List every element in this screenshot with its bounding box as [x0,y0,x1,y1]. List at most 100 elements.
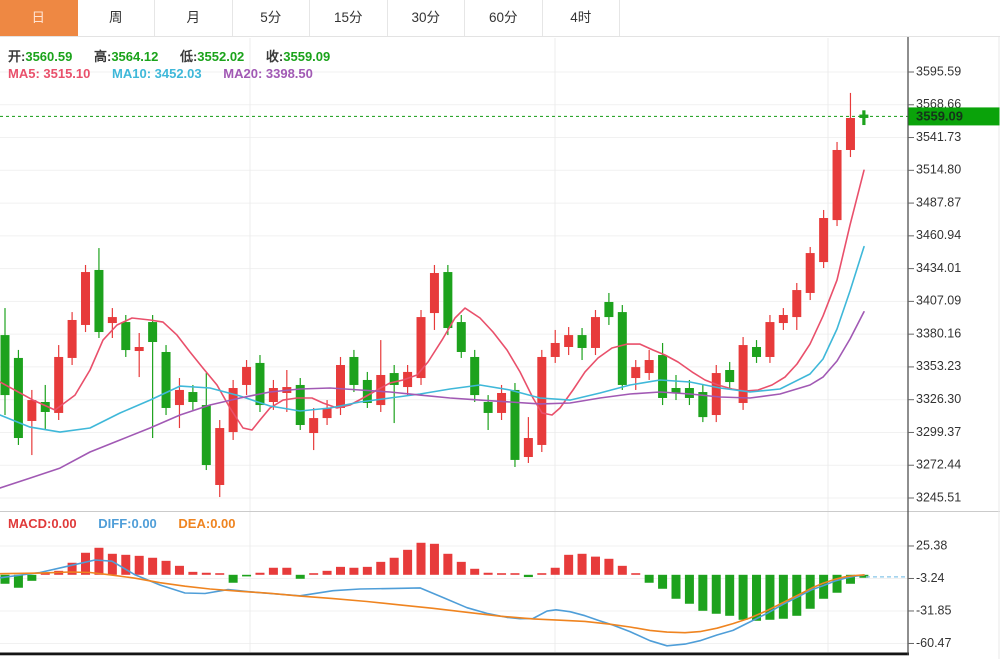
macd-bar [336,566,345,575]
y-axis-label: 3245.51 [916,490,961,504]
candle-body [13,357,23,439]
macd-bar [617,565,627,575]
tab-60min[interactable]: 60分 [465,0,543,36]
y-axis-label: 3299.37 [916,425,961,439]
macd-bar [416,542,426,575]
macd-bar [698,574,708,611]
candle-body [698,392,708,418]
macd-bar [497,573,507,575]
candle-body [242,366,252,385]
macd-bar [134,555,144,575]
ma20-line [0,310,865,489]
macd-bar [148,557,158,575]
candle-body [121,322,131,351]
current-price-value: 3559.09 [916,108,963,123]
macd-bar [429,543,439,575]
close-readout: 收:3559.09 [265,49,331,64]
ma10-readout: MA10: 3452.03 [112,66,202,81]
dea-line [0,571,865,634]
y-axis-label: 3514.80 [916,163,961,177]
candle-body [738,345,748,403]
candle-body [470,356,480,396]
candle-body [40,402,50,412]
macd-bar [268,567,278,575]
macd-bar [456,561,466,575]
tab-week[interactable]: 周 [78,0,155,36]
y-axis-label: 3353.23 [916,359,961,373]
candle-body [268,388,278,403]
macd-bar [242,574,252,577]
tab-5min[interactable]: 5分 [233,0,310,36]
macd-bar [684,574,694,604]
open-readout: 开:3560.59 [8,49,73,64]
macd-bar [228,574,238,583]
ohlc-legend: 开:3560.59 高:3564.12 低:3552.02 收:3559.09 [8,46,348,65]
candle-body [778,314,788,324]
macd-bar [845,574,855,584]
tab-day[interactable]: 日 [0,0,78,36]
macd-bar [819,574,829,599]
candle-body [550,342,560,357]
candle-body [832,149,842,221]
ma10-line [0,245,865,433]
candle-body [792,290,802,318]
candle-body [215,428,225,485]
tab-30min[interactable]: 30分 [388,0,465,36]
macd-bar [550,567,560,575]
ma5-line [0,169,865,431]
candle-body [148,322,158,343]
candle-body [54,356,64,413]
candle-body [523,438,533,458]
candle-body [684,388,694,398]
macd-bar [859,574,869,578]
macd-axis-label: -3.24 [916,571,945,585]
macd-bar [215,573,225,575]
candle-body [403,371,413,388]
candle-body [429,273,439,314]
candle-body [671,388,681,393]
macd-bar [403,549,413,575]
macd-bar [510,573,520,575]
candle-body [711,373,721,416]
candle-body [107,317,117,324]
candle-body [845,117,855,150]
macd-bar [255,572,265,575]
macd-bar [295,574,305,579]
candle-body [201,405,211,466]
candle-body [322,407,332,419]
candle-body [376,374,386,406]
candle-body [805,253,815,293]
candle-body [443,272,453,329]
candle-body [725,369,735,383]
macd-bar [590,556,600,575]
candle-body [349,356,359,385]
macd-bar [282,567,292,575]
candle-body [819,218,829,263]
macd-bar [443,553,453,575]
macd-bar [470,568,480,575]
candle-body [510,389,520,460]
candle-body [134,346,144,352]
macd-bar [362,566,372,575]
candle-body [765,322,775,357]
tab-month[interactable]: 月 [155,0,233,36]
tab-4hour[interactable]: 4时 [543,0,620,36]
macd-bar [349,567,359,575]
candle-body [658,355,668,398]
candle-body [564,335,574,347]
macd-bar [832,574,842,593]
candle-body [389,373,399,385]
low-readout: 低:3552.02 [179,49,245,64]
macd-bar [81,552,91,575]
macd-bar [778,574,788,619]
candle-body [295,384,305,426]
macd-bar [40,572,50,575]
candle-body [604,301,614,318]
candle-body [188,392,198,403]
macd-bar [201,572,211,575]
macd-legend: MACD:0.00 DIFF:0.00 DEA:0.00 [8,516,254,531]
tab-15min[interactable]: 15分 [310,0,388,36]
candle-body [81,272,91,325]
